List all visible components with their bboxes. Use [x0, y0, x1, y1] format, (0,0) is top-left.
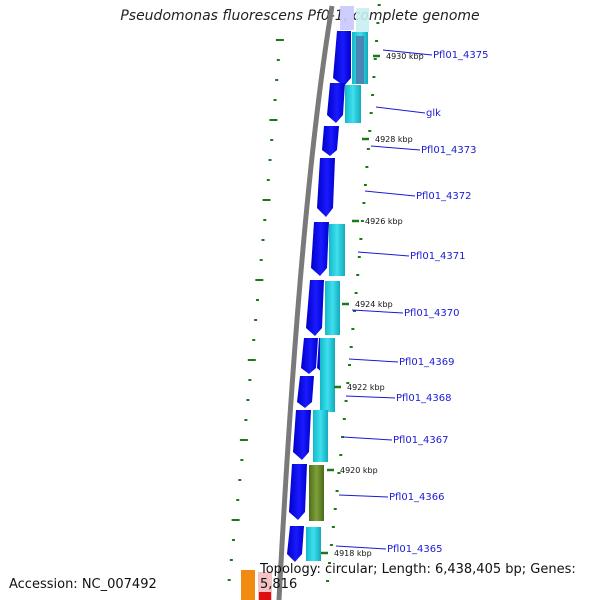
scale-tick-label: 4924 kbp	[355, 300, 393, 309]
cds-block-4366[interactable]	[309, 465, 324, 521]
scale-ticks: 4930 kbp 4928 kbp 4926 kbp 4924 kbp 4922 kbp…	[321, 52, 424, 558]
cds-block-4369[interactable]	[320, 338, 335, 412]
gene-arrow-4373[interactable]	[322, 126, 339, 156]
gene-label[interactable]: Pfl01_4373	[421, 145, 477, 156]
cds-block-4365[interactable]	[306, 527, 321, 561]
feature-red[interactable]	[259, 592, 271, 600]
topology-text: Topology: circular; Length: 6,438,405 bp…	[260, 562, 576, 592]
cds-block-4367[interactable]	[313, 410, 328, 462]
gene-arrow-4369a[interactable]	[301, 338, 318, 374]
scale-tick-label: 4928 kbp	[375, 135, 413, 144]
gene-label[interactable]: Pfl01_4370	[404, 308, 460, 319]
gene-label-leader	[382, 49, 433, 56]
gene-label-leader	[357, 251, 410, 257]
gene-label-leader	[375, 106, 426, 114]
gene-label-leader	[351, 309, 404, 314]
gene-arrow-4371[interactable]	[311, 222, 329, 276]
gene-arrow-4367[interactable]	[293, 410, 311, 460]
gene-arrow-4372[interactable]	[317, 158, 335, 217]
gene-arrow-4370[interactable]	[306, 280, 324, 336]
gene-label[interactable]: Pfl01_4371	[410, 251, 466, 262]
cds-block-4371[interactable]	[329, 224, 345, 276]
gene-label[interactable]: Pfl01_4368	[396, 393, 452, 404]
gene-label[interactable]: Pfl01_4369	[399, 357, 455, 368]
gene-label[interactable]: Pfl01_4366	[389, 492, 445, 503]
scale-tick-label: 4920 kbp	[340, 466, 378, 475]
map-title: Pseudomonas fluorescens Pf0-1, complete …	[120, 8, 480, 24]
gene-label-leader	[342, 436, 393, 441]
feature-orange[interactable]	[241, 570, 255, 600]
gene-label-leader	[364, 190, 416, 197]
accession-text: Accession: NC_007492	[9, 577, 157, 592]
gene-label-leader	[345, 395, 396, 399]
cds-overlay-4375	[356, 36, 364, 84]
gene-arrow-4368[interactable]	[297, 376, 314, 408]
gene-feature-top-pale	[340, 6, 354, 30]
gene-label[interactable]: Pfl01_4375	[433, 50, 489, 61]
gene-feature-top-pale-cds	[356, 8, 369, 32]
gene-label[interactable]: Pfl01_4365	[387, 544, 443, 555]
cds-block-glk[interactable]	[345, 85, 361, 123]
gene-arrow-4375[interactable]	[333, 31, 351, 86]
gene-arrow-glk[interactable]	[327, 83, 345, 123]
gene-label[interactable]: Pfl01_4367	[393, 435, 449, 446]
gene-label-leader	[370, 145, 421, 151]
scale-tick-label: 4930 kbp	[386, 52, 424, 61]
gene-label-leader	[348, 358, 399, 363]
gene-label[interactable]: glk	[426, 108, 441, 119]
gene-label[interactable]: Pfl01_4372	[416, 191, 472, 202]
feature-track	[241, 6, 369, 600]
scale-tick-label: 4926 kbp	[365, 217, 403, 226]
scale-tick-label: 4922 kbp	[347, 383, 385, 392]
gene-label-leader	[338, 494, 389, 498]
gene-arrow-4365[interactable]	[287, 526, 304, 562]
genome-backbone	[276, 5, 335, 600]
gene-arrow-4366[interactable]	[289, 464, 307, 520]
cds-block-4370[interactable]	[325, 281, 340, 335]
scale-tick-label: 4918 kbp	[334, 549, 372, 558]
gene-label-leader	[335, 545, 387, 550]
gc-skew-ring	[227, 4, 381, 582]
